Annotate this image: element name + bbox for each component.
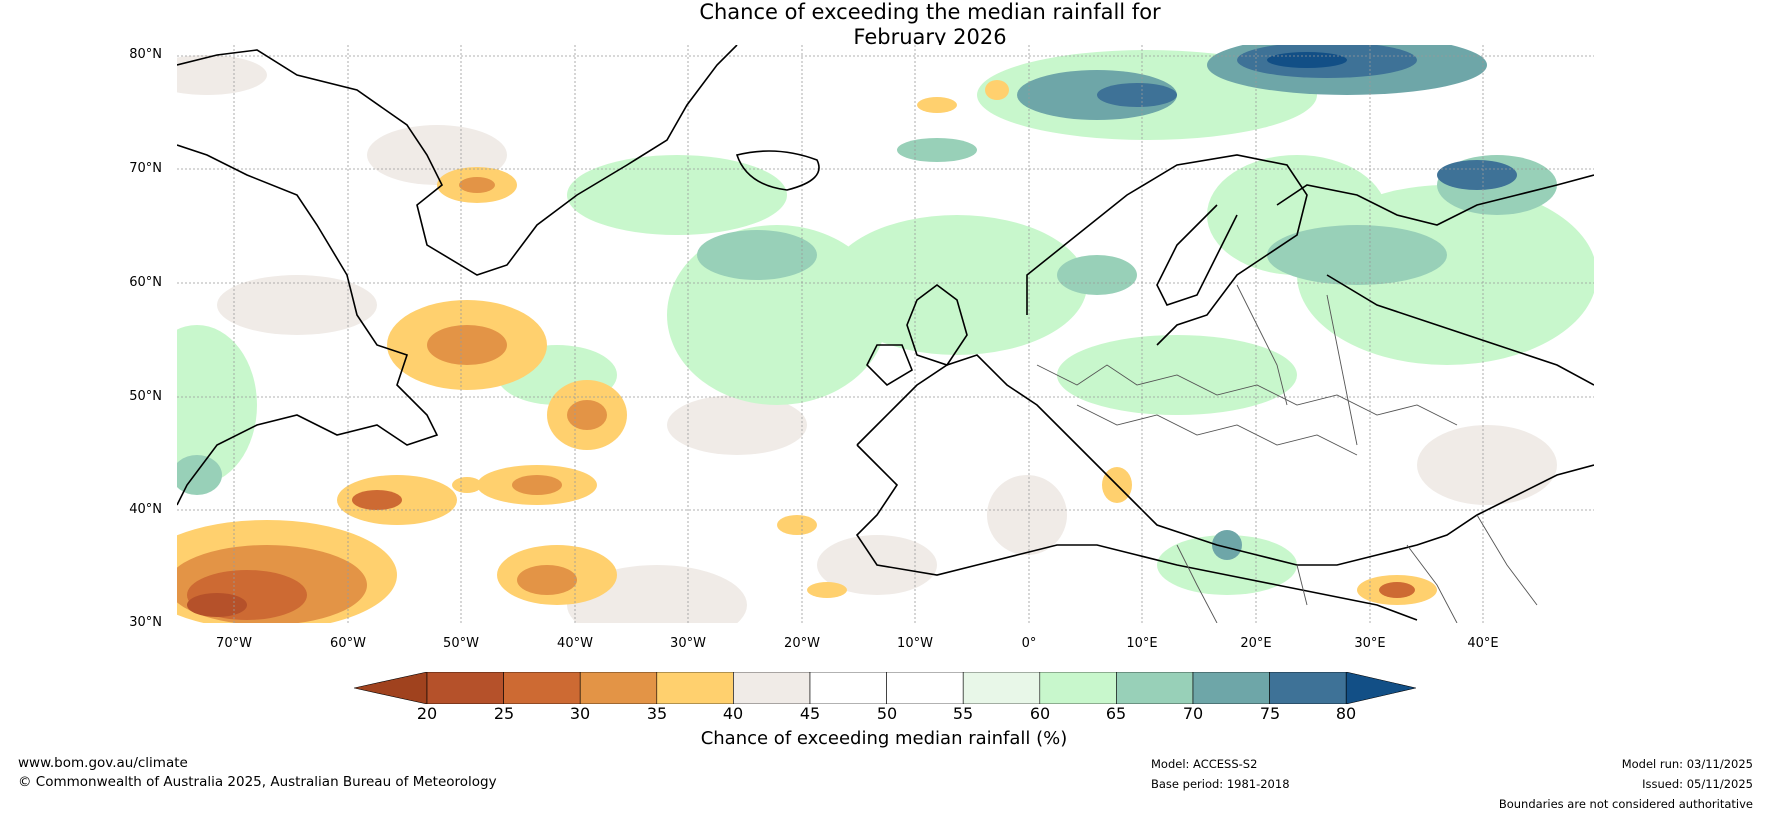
footer-issued: Issued: 05/11/2025 bbox=[1642, 777, 1753, 791]
colorbar-tick-50: 50 bbox=[876, 704, 898, 723]
colorbar-tick-70: 70 bbox=[1182, 704, 1204, 723]
map-canvas bbox=[177, 45, 1594, 623]
colorbar-tick-45: 45 bbox=[799, 704, 821, 723]
lon-label-20e: 20°E bbox=[1240, 636, 1272, 651]
colorbar bbox=[354, 672, 1416, 704]
lon-label-40w: 40°W bbox=[557, 636, 593, 651]
lat-label-30n: 30°N bbox=[129, 615, 162, 630]
colorbar-bin-40-45 bbox=[733, 672, 811, 704]
colorbar-bin-60-65 bbox=[1039, 672, 1117, 704]
lat-label-40n: 40°N bbox=[129, 502, 162, 517]
below-median-orange-patches bbox=[177, 80, 1437, 623]
map-title: Chance of exceeding the median rainfall … bbox=[0, 0, 1770, 50]
footer-url[interactable]: www.bom.gov.au/climate bbox=[18, 755, 188, 771]
lon-label-40e: 40°E bbox=[1467, 636, 1499, 651]
colorbar-low-extend bbox=[354, 672, 428, 704]
lon-label-10w: 10°W bbox=[897, 636, 933, 651]
lon-label-10e: 10°E bbox=[1126, 636, 1158, 651]
colorbar-tick-75: 75 bbox=[1259, 704, 1281, 723]
country-borders bbox=[1036, 284, 1538, 623]
lon-label-0: 0° bbox=[1021, 636, 1037, 651]
lon-label-30w: 30°W bbox=[670, 636, 706, 651]
colorbar-bin-65-70 bbox=[1116, 672, 1194, 704]
colorbar-high-extend bbox=[1345, 672, 1416, 704]
colorbar-bin-35-40 bbox=[656, 672, 734, 704]
colorbar-tick-80: 80 bbox=[1335, 704, 1357, 723]
lon-label-30e: 30°E bbox=[1354, 636, 1386, 651]
rainfall-map bbox=[177, 45, 1594, 623]
colorbar-tick-55: 55 bbox=[952, 704, 974, 723]
colorbar-bin-55-60 bbox=[962, 672, 1041, 704]
colorbar-bin-30-35 bbox=[579, 672, 658, 704]
below-median-light-patches bbox=[177, 55, 1557, 623]
footer-disclaimer: Boundaries are not considered authoritat… bbox=[1498, 797, 1753, 811]
colorbar-bin-20-25 bbox=[426, 672, 504, 704]
colorbar-tick-35: 35 bbox=[646, 704, 668, 723]
colorbar-bin-70-75 bbox=[1192, 672, 1270, 704]
lat-label-80n: 80°N bbox=[129, 47, 162, 62]
colorbar-tick-30: 30 bbox=[569, 704, 591, 723]
lon-label-20w: 20°W bbox=[784, 636, 820, 651]
colorbar-tick-65: 65 bbox=[1105, 704, 1127, 723]
colorbar-bin-45-50 bbox=[809, 672, 887, 704]
colorbar-tick-60: 60 bbox=[1029, 704, 1051, 723]
lat-label-60n: 60°N bbox=[129, 275, 162, 290]
colorbar-bin-75-80 bbox=[1269, 672, 1347, 704]
colorbar-label: Chance of exceeding median rainfall (%) bbox=[700, 728, 1068, 749]
footer-copyright: © Commonwealth of Australia 2025, Austra… bbox=[18, 774, 497, 790]
footer-model: Model: ACCESS-S2 bbox=[1151, 757, 1258, 771]
lon-label-60w: 60°W bbox=[330, 636, 366, 651]
footer-base-period: Base period: 1981-2018 bbox=[1151, 777, 1290, 791]
coastlines bbox=[177, 45, 1594, 621]
colorbar-tick-40: 40 bbox=[722, 704, 744, 723]
lat-label-50n: 50°N bbox=[129, 389, 162, 404]
map-gridlines bbox=[177, 45, 1594, 623]
footer-model-run: Model run: 03/11/2025 bbox=[1621, 757, 1753, 771]
colorbar-bin-25-30 bbox=[503, 672, 581, 704]
colorbar-tick-20: 20 bbox=[416, 704, 438, 723]
above-median-blue-patches bbox=[1017, 45, 1517, 560]
lon-label-70w: 70°W bbox=[216, 636, 252, 651]
title-line-1: Chance of exceeding the median rainfall … bbox=[699, 0, 1161, 24]
lon-label-50w: 50°W bbox=[443, 636, 479, 651]
colorbar-bin-50-55 bbox=[886, 672, 964, 704]
colorbar-tick-25: 25 bbox=[493, 704, 515, 723]
lat-label-70n: 70°N bbox=[129, 161, 162, 176]
